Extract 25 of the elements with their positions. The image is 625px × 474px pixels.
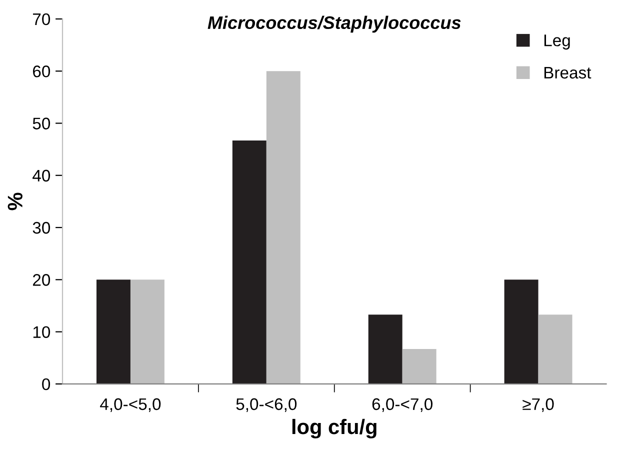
bar xyxy=(130,280,164,384)
y-tick-label: 40 xyxy=(32,170,50,182)
y-tick-label: 0 xyxy=(42,378,50,390)
bar xyxy=(538,314,572,384)
y-tick-label: 60 xyxy=(33,66,50,78)
y-tick-label: 20 xyxy=(32,274,50,286)
legend-label: Leg xyxy=(544,34,570,50)
x-axis-title: log cfu/g xyxy=(292,418,376,438)
bar xyxy=(504,280,538,384)
x-tick-label: 4,0-<5,0 xyxy=(100,398,161,412)
chart-title: Micrococcus/Staphylococcus xyxy=(208,16,461,33)
x-tick-label: 5,0-<6,0 xyxy=(236,398,297,412)
y-tick-label: 50 xyxy=(32,118,50,130)
y-tick-label: 10 xyxy=(33,326,50,338)
bar xyxy=(232,140,266,384)
legend-label: Breast xyxy=(544,66,592,79)
bar xyxy=(402,349,436,384)
x-tick-label: ≥7,0 xyxy=(522,398,554,412)
y-tick-label: 30 xyxy=(32,222,50,234)
bar xyxy=(266,71,300,384)
bar xyxy=(96,280,130,384)
x-tick-label: 6,0-<7,0 xyxy=(372,398,433,412)
y-axis-title: % xyxy=(8,192,22,210)
y-tick-label: 70 xyxy=(33,13,50,26)
bar xyxy=(368,314,402,384)
